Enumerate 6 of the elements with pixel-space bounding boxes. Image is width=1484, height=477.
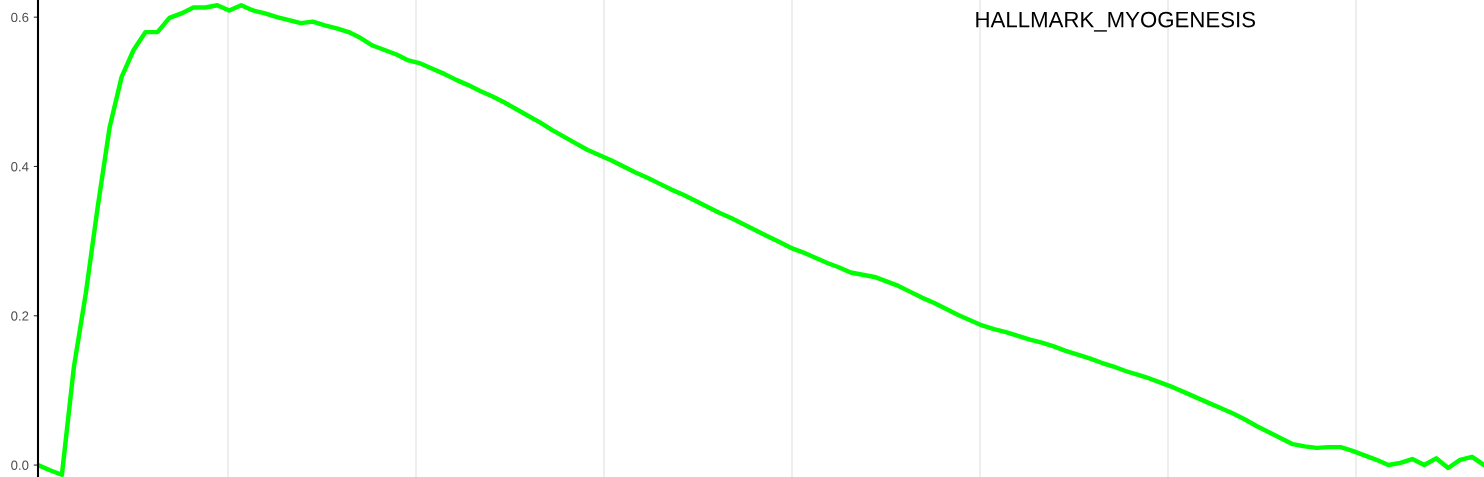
line-series	[38, 3, 1484, 477]
y-tick-label: 0.2	[11, 311, 29, 321]
annotation: HALLMARK_MYOGENESIS	[976, 11, 1256, 32]
y-tick-label: 0.6	[11, 12, 29, 23]
y-tick-label: 0.0	[11, 460, 29, 470]
y-tick-label: 0.4	[11, 162, 29, 172]
